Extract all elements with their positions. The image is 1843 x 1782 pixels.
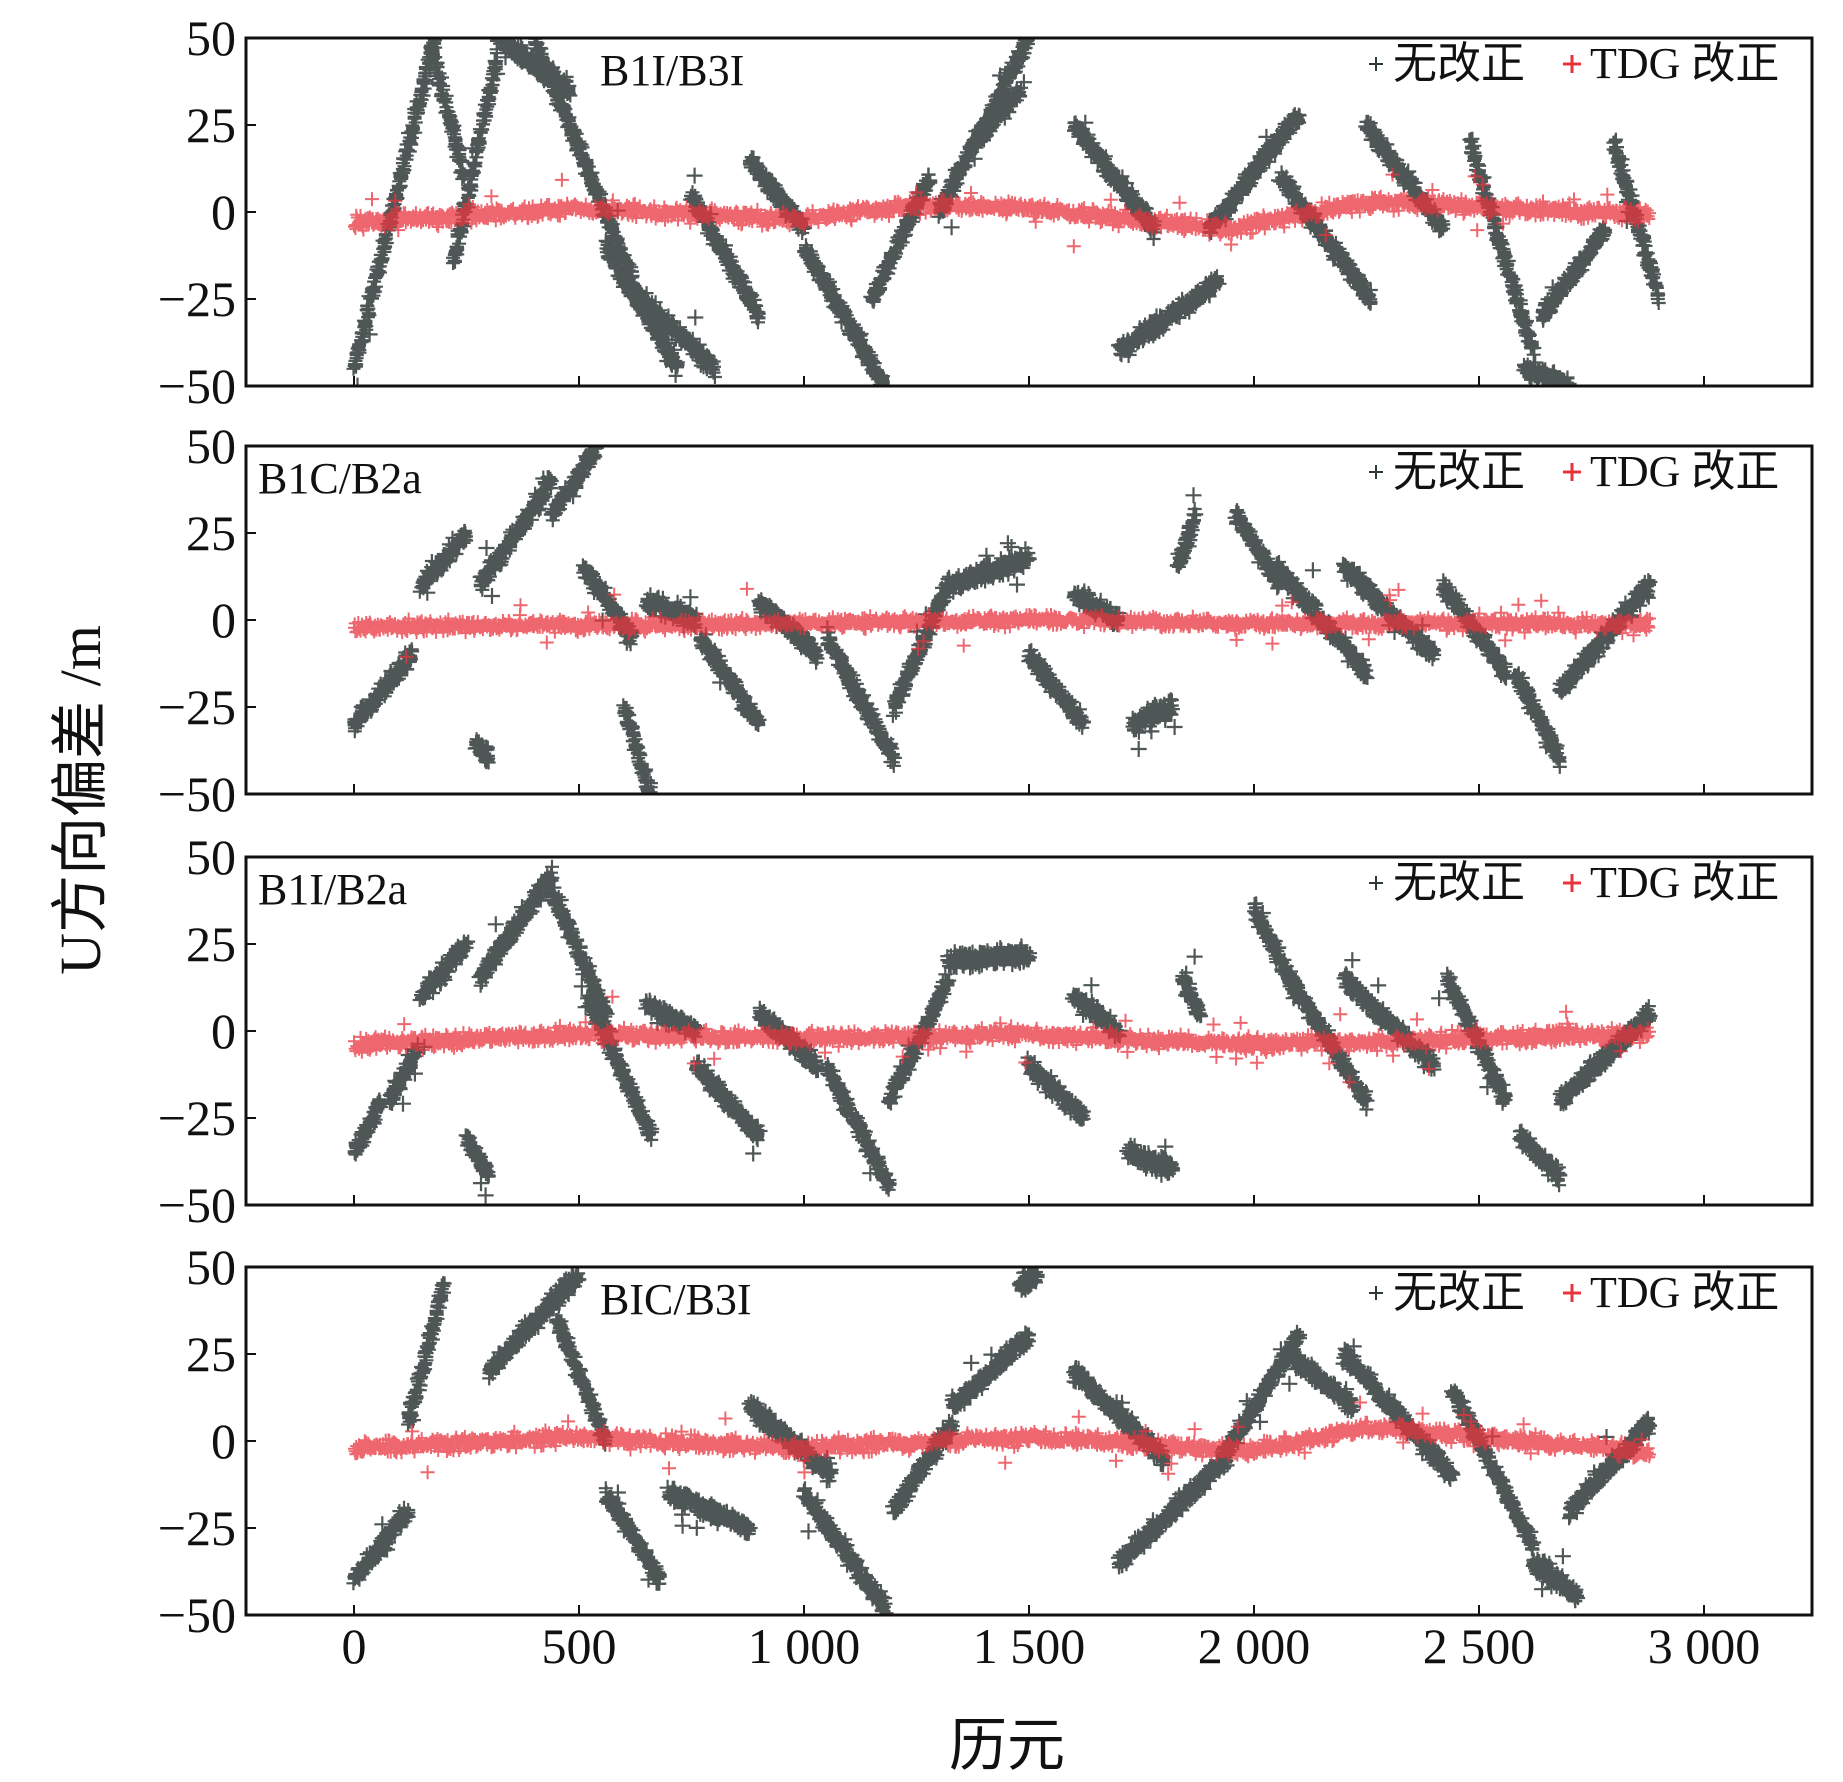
x-tick-label: 2 500 xyxy=(1423,1618,1536,1674)
y-tick-label: −50 xyxy=(158,766,236,822)
panel-label: B1I/B2a xyxy=(258,865,407,914)
legend-marker-uncorrected xyxy=(1369,876,1383,890)
legend-label-uncorrected: 无改正 xyxy=(1393,858,1525,907)
series-tdg-markers xyxy=(348,1395,1656,1481)
y-tick-label: 50 xyxy=(186,1239,236,1295)
x-tick-label: 500 xyxy=(542,1618,617,1674)
y-tick-label: −50 xyxy=(158,1177,236,1233)
y-tick-label: 50 xyxy=(186,829,236,885)
x-axis-title: 历元 xyxy=(949,1713,1065,1778)
y-tick-label: −25 xyxy=(158,679,236,735)
panel-label: BIC/B3I xyxy=(600,1275,752,1324)
panel-frame xyxy=(244,1265,1814,1617)
legend: 无改正 TDG 改正 xyxy=(1369,39,1779,88)
x-axis: 0 500 1 000 1 500 2 000 2 500 3 000 xyxy=(342,1618,1761,1674)
plot-area xyxy=(346,1267,1658,1615)
legend-label-tdg: TDG 改正 xyxy=(1590,39,1779,88)
y-tick-label: 0 xyxy=(211,184,236,240)
legend-label-tdg: TDG 改正 xyxy=(1590,447,1779,496)
chart-panels: 50 25 0 −25 −50 B1I/B3I 无改正 TDG 改正 50 25 0 −25 −50 B1… xyxy=(158,10,1814,1643)
y-tick-label: −25 xyxy=(158,271,236,327)
x-tick-label: 3 000 xyxy=(1648,1618,1761,1674)
legend-label-uncorrected: 无改正 xyxy=(1393,1268,1525,1317)
legend-label-tdg: TDG 改正 xyxy=(1590,858,1779,907)
panel-label: B1C/B2a xyxy=(258,454,422,503)
y-tick-label: 0 xyxy=(211,1413,236,1469)
x-tick-label: 1 500 xyxy=(973,1618,1086,1674)
legend-marker-tdg xyxy=(1563,55,1581,73)
legend-marker-tdg xyxy=(1563,463,1581,481)
y-tick-label: 25 xyxy=(186,97,236,153)
y-tick-label: −50 xyxy=(158,358,236,414)
y-tick-label: −25 xyxy=(158,1090,236,1146)
legend: 无改正 TDG 改正 xyxy=(1369,1268,1779,1317)
panel-frame xyxy=(244,855,1814,1207)
panel-frame xyxy=(244,444,1814,796)
panel-2: 50 25 0 −25 −50 B1I/B2a 无改正 TDG 改正 xyxy=(158,829,1814,1233)
series-tdg-markers xyxy=(348,167,1656,254)
legend-marker-tdg xyxy=(1563,1284,1581,1302)
legend-label-uncorrected: 无改正 xyxy=(1393,447,1525,496)
y-tick-label: −25 xyxy=(158,1500,236,1556)
y-tick-label: 0 xyxy=(211,592,236,648)
panel-0: 50 25 0 −25 −50 B1I/B3I 无改正 TDG 改正 xyxy=(158,10,1814,414)
legend: 无改正 TDG 改正 xyxy=(1369,447,1779,496)
series-uncorrected-markers xyxy=(347,446,1658,794)
series-tdg-markers xyxy=(348,989,1656,1090)
panel-frame xyxy=(244,36,1814,388)
y-tick-label: 0 xyxy=(211,1003,236,1059)
plot-area xyxy=(347,446,1658,794)
x-tick-label: 1 000 xyxy=(748,1618,861,1674)
legend-label-tdg: TDG 改正 xyxy=(1590,1268,1779,1317)
y-tick-label: 25 xyxy=(186,916,236,972)
legend-label-uncorrected: 无改正 xyxy=(1393,39,1525,88)
y-axis-title: U方向偏差 /m xyxy=(48,625,113,975)
y-tick-label: 50 xyxy=(186,418,236,474)
x-tick-label: 0 xyxy=(342,1618,367,1674)
series-uncorrected-markers xyxy=(347,859,1658,1204)
y-tick-label: 50 xyxy=(186,10,236,66)
series-uncorrected-markers xyxy=(346,38,1666,386)
legend-marker-uncorrected xyxy=(1369,465,1383,479)
legend: 无改正 TDG 改正 xyxy=(1369,858,1779,907)
legend-marker-tdg xyxy=(1563,874,1581,892)
y-tick-label: −50 xyxy=(158,1587,236,1643)
panel-3: 50 25 0 −25 −50 BIC/B3I 无改正 TDG 改正 xyxy=(158,1239,1814,1643)
panel-label: B1I/B3I xyxy=(600,46,744,95)
x-tick-label: 2 000 xyxy=(1198,1618,1311,1674)
legend-marker-uncorrected xyxy=(1369,1286,1383,1300)
y-tick-label: 25 xyxy=(186,505,236,561)
legend-marker-uncorrected xyxy=(1369,57,1383,71)
plot-area xyxy=(347,859,1658,1204)
y-tick-label: 25 xyxy=(186,1326,236,1382)
panel-1: 50 25 0 −25 −50 B1C/B2a 无改正 TDG 改正 xyxy=(158,418,1814,822)
plot-area xyxy=(346,38,1666,386)
series-tdg-markers xyxy=(348,581,1656,664)
